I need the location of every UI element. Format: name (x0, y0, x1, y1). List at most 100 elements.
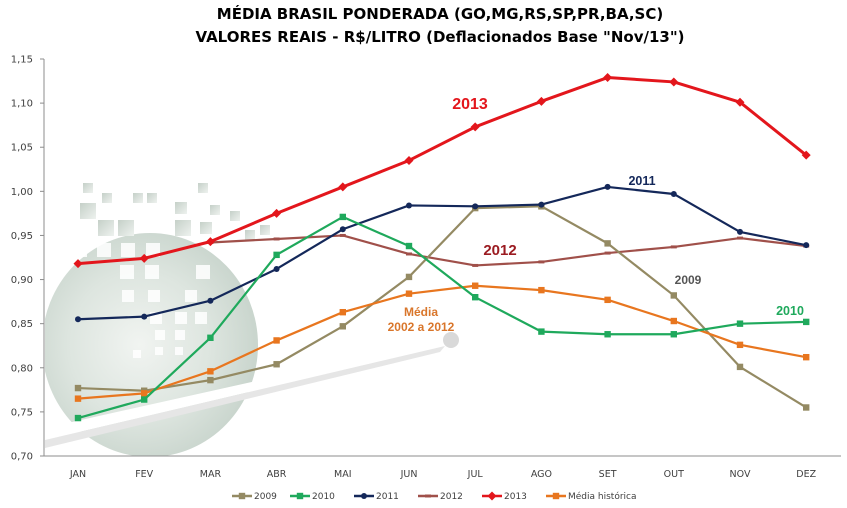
legend-marker (552, 492, 560, 500)
decorative-square (133, 193, 143, 203)
legend-marker (296, 492, 304, 500)
x-axis-ticks: JAN FEV MAR ABR MAI JUN JUL AGO SET OUT NOV DEZ (69, 469, 817, 480)
y-axis-ticks: 0,70 0,75 0,80 0,85 0,90 0,95 1,00 1,05 1,10 1,15 (11, 55, 44, 463)
data-point-2009 (670, 292, 677, 299)
data-point-2010 (736, 320, 744, 327)
decorative-square-light (120, 265, 134, 279)
series-line-2013 (77, 76, 808, 266)
data-point-2013 (404, 155, 414, 165)
series-2012 (207, 233, 810, 267)
decorative-square-light (97, 243, 111, 257)
y-tick-label: 1,15 (11, 55, 33, 66)
decorative-square (200, 222, 212, 234)
data-point-m-dia-hist-rica (538, 286, 545, 294)
data-point-m-dia-hist-rica (472, 282, 479, 289)
decorative-square-light (148, 290, 160, 302)
decorative-square-light (175, 312, 187, 324)
data-point-2011 (273, 265, 280, 272)
legend-marker (238, 492, 246, 500)
data-point-2010 (803, 318, 810, 326)
data-point-m-dia-hist-rica (207, 368, 214, 375)
y-tick-label: 0,75 (11, 407, 33, 418)
decorative-square-light (155, 330, 165, 340)
x-tick-label: DEZ (796, 469, 816, 480)
swoosh-dot (443, 332, 459, 348)
data-point-2013 (735, 97, 745, 107)
decorative-square (210, 205, 220, 215)
data-point-2009 (405, 273, 413, 281)
legend-label: 2009 (254, 492, 277, 502)
y-tick-label: 1,00 (11, 187, 33, 198)
data-point-2013 (470, 122, 480, 132)
decorative-square (147, 193, 157, 203)
data-point-2013 (205, 237, 215, 247)
data-point-m-dia-hist-rica (273, 337, 280, 344)
legend-label: 2011 (376, 492, 399, 502)
legend-item-m-dia-hist-rica: Média histórica (546, 491, 636, 502)
x-tick-label: JAN (69, 469, 86, 480)
decorative-square-light (145, 265, 159, 279)
decorative-square-light (73, 243, 87, 257)
data-point-2012 (604, 251, 611, 255)
data-point-2010 (339, 213, 346, 221)
data-point-2010 (472, 294, 479, 301)
series-group (73, 73, 811, 422)
y-tick-label: 0,70 (11, 452, 33, 463)
data-point-2013 (139, 253, 149, 263)
legend-marker (425, 494, 431, 498)
data-point-2011 (339, 226, 346, 233)
y-tick-label: 0,80 (11, 363, 33, 374)
legend-item-2012: 2012 (418, 492, 463, 502)
legend-marker (487, 491, 497, 501)
data-point-2013 (536, 96, 546, 106)
decorative-square-light (175, 330, 185, 340)
legend-item-2009: 2009 (232, 492, 277, 502)
x-tick-label: MAR (200, 469, 222, 480)
decorative-square-light (122, 290, 134, 302)
decorative-square (245, 230, 255, 240)
data-point-2010 (74, 414, 82, 422)
decorative-square-light (146, 243, 160, 257)
x-tick-label: NOV (730, 469, 751, 480)
data-point-m-dia-hist-rica (141, 390, 148, 397)
decorative-square-light (196, 265, 210, 279)
data-point-2012 (273, 237, 280, 241)
legend-label: 2010 (312, 492, 335, 502)
data-point-2011 (538, 201, 545, 208)
annotation-media-period: 2002 a 2012 (388, 320, 455, 334)
x-tick-label: SET (599, 469, 617, 480)
data-point-2010 (604, 331, 611, 338)
series-2013 (73, 73, 811, 269)
data-point-m-dia-hist-rica (604, 296, 611, 304)
decorative-square-light (155, 347, 163, 355)
annotation-2013: 2013 (452, 96, 488, 113)
data-point-2010 (670, 331, 677, 338)
swoosh-band (45, 340, 445, 440)
swoosh-shadow (45, 346, 445, 448)
data-point-2010 (141, 396, 148, 403)
x-tick-label: JUN (400, 469, 418, 480)
decorative-square (260, 225, 270, 235)
data-point-2009 (273, 361, 280, 368)
decorative-square (118, 220, 134, 236)
data-point-2010 (207, 334, 214, 341)
legend-marker (361, 493, 367, 499)
data-point-2012 (339, 233, 346, 237)
decorative-square (230, 211, 240, 221)
legend: 2009 2010 2011 2012 2013 Média histórica (232, 491, 636, 502)
annotation-2010: 2010 (776, 304, 804, 318)
data-point-2009 (74, 384, 82, 392)
data-point-2013 (669, 77, 679, 87)
decorative-square-light (195, 312, 207, 324)
annotation-2009: 2009 (675, 273, 702, 287)
data-point-2009 (604, 240, 611, 247)
data-point-2010 (405, 242, 413, 250)
data-point-2009 (803, 404, 810, 411)
data-point-2012 (406, 252, 412, 256)
data-point-2011 (406, 202, 412, 209)
series-line-2009 (77, 205, 807, 409)
data-point-2011 (207, 297, 214, 304)
data-point-2013 (801, 150, 811, 160)
x-tick-label: FEV (135, 469, 153, 480)
